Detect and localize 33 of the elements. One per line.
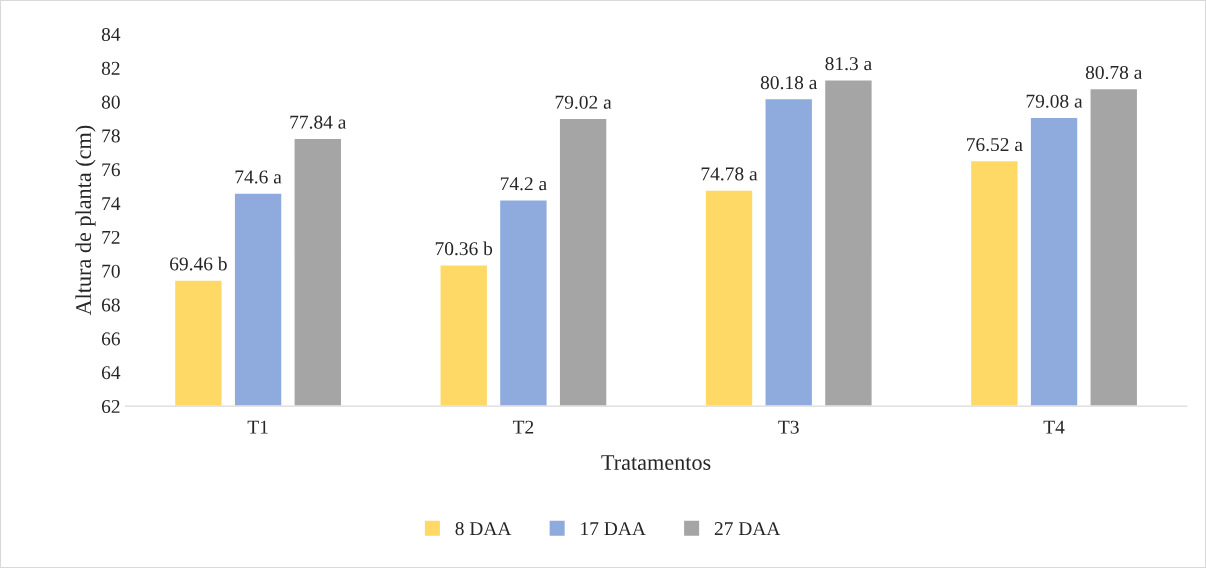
y-tick-label: 84 <box>101 27 121 42</box>
y-tick-label: 66 <box>101 332 120 346</box>
data-label: 81.3 a <box>825 57 872 71</box>
data-label: 69.46 b <box>170 256 227 271</box>
y-axis-title: Altura de planta (cm) <box>75 125 96 316</box>
x-tick-label: T4 <box>1043 420 1065 434</box>
data-label: 80.18 a <box>760 76 818 90</box>
y-tick-label: 76 <box>102 163 120 177</box>
data-label: 79.08 a <box>1026 94 1083 108</box>
x-tick-label: T2 <box>512 420 534 434</box>
y-tick-label: 70 <box>102 264 120 278</box>
data-label: 74.6 a <box>235 170 282 184</box>
legend-label: 27 DAA <box>714 522 781 536</box>
data-label: 79.02 a <box>555 95 612 109</box>
data-label: 74.2 a <box>500 177 547 191</box>
data-label: 76.52 a <box>967 138 1023 152</box>
x-tick-label: T1 <box>247 420 268 434</box>
y-tick-label: 62 <box>101 399 120 414</box>
data-label: 77.84 a <box>290 115 347 129</box>
x-tick-label: T3 <box>778 420 799 434</box>
y-tick-label: 82 <box>101 61 120 75</box>
y-tick-label: 64 <box>101 366 121 380</box>
legend-label: 17 DAA <box>581 522 646 536</box>
y-tick-label: 72 <box>102 230 120 244</box>
y-tick-label: 78 <box>102 129 120 143</box>
y-tick-label: 80 <box>101 95 120 109</box>
data-label: 80.78 a <box>1085 65 1143 80</box>
y-tick-label: 74 <box>102 197 121 210</box>
legend-label: 8 DAA <box>455 522 512 536</box>
x-axis-title: Tratamentos <box>601 455 711 470</box>
data-label: 74.78 a <box>701 167 758 181</box>
y-tick-label: 68 <box>101 298 120 312</box>
data-label: 70.36 b <box>435 241 493 256</box>
